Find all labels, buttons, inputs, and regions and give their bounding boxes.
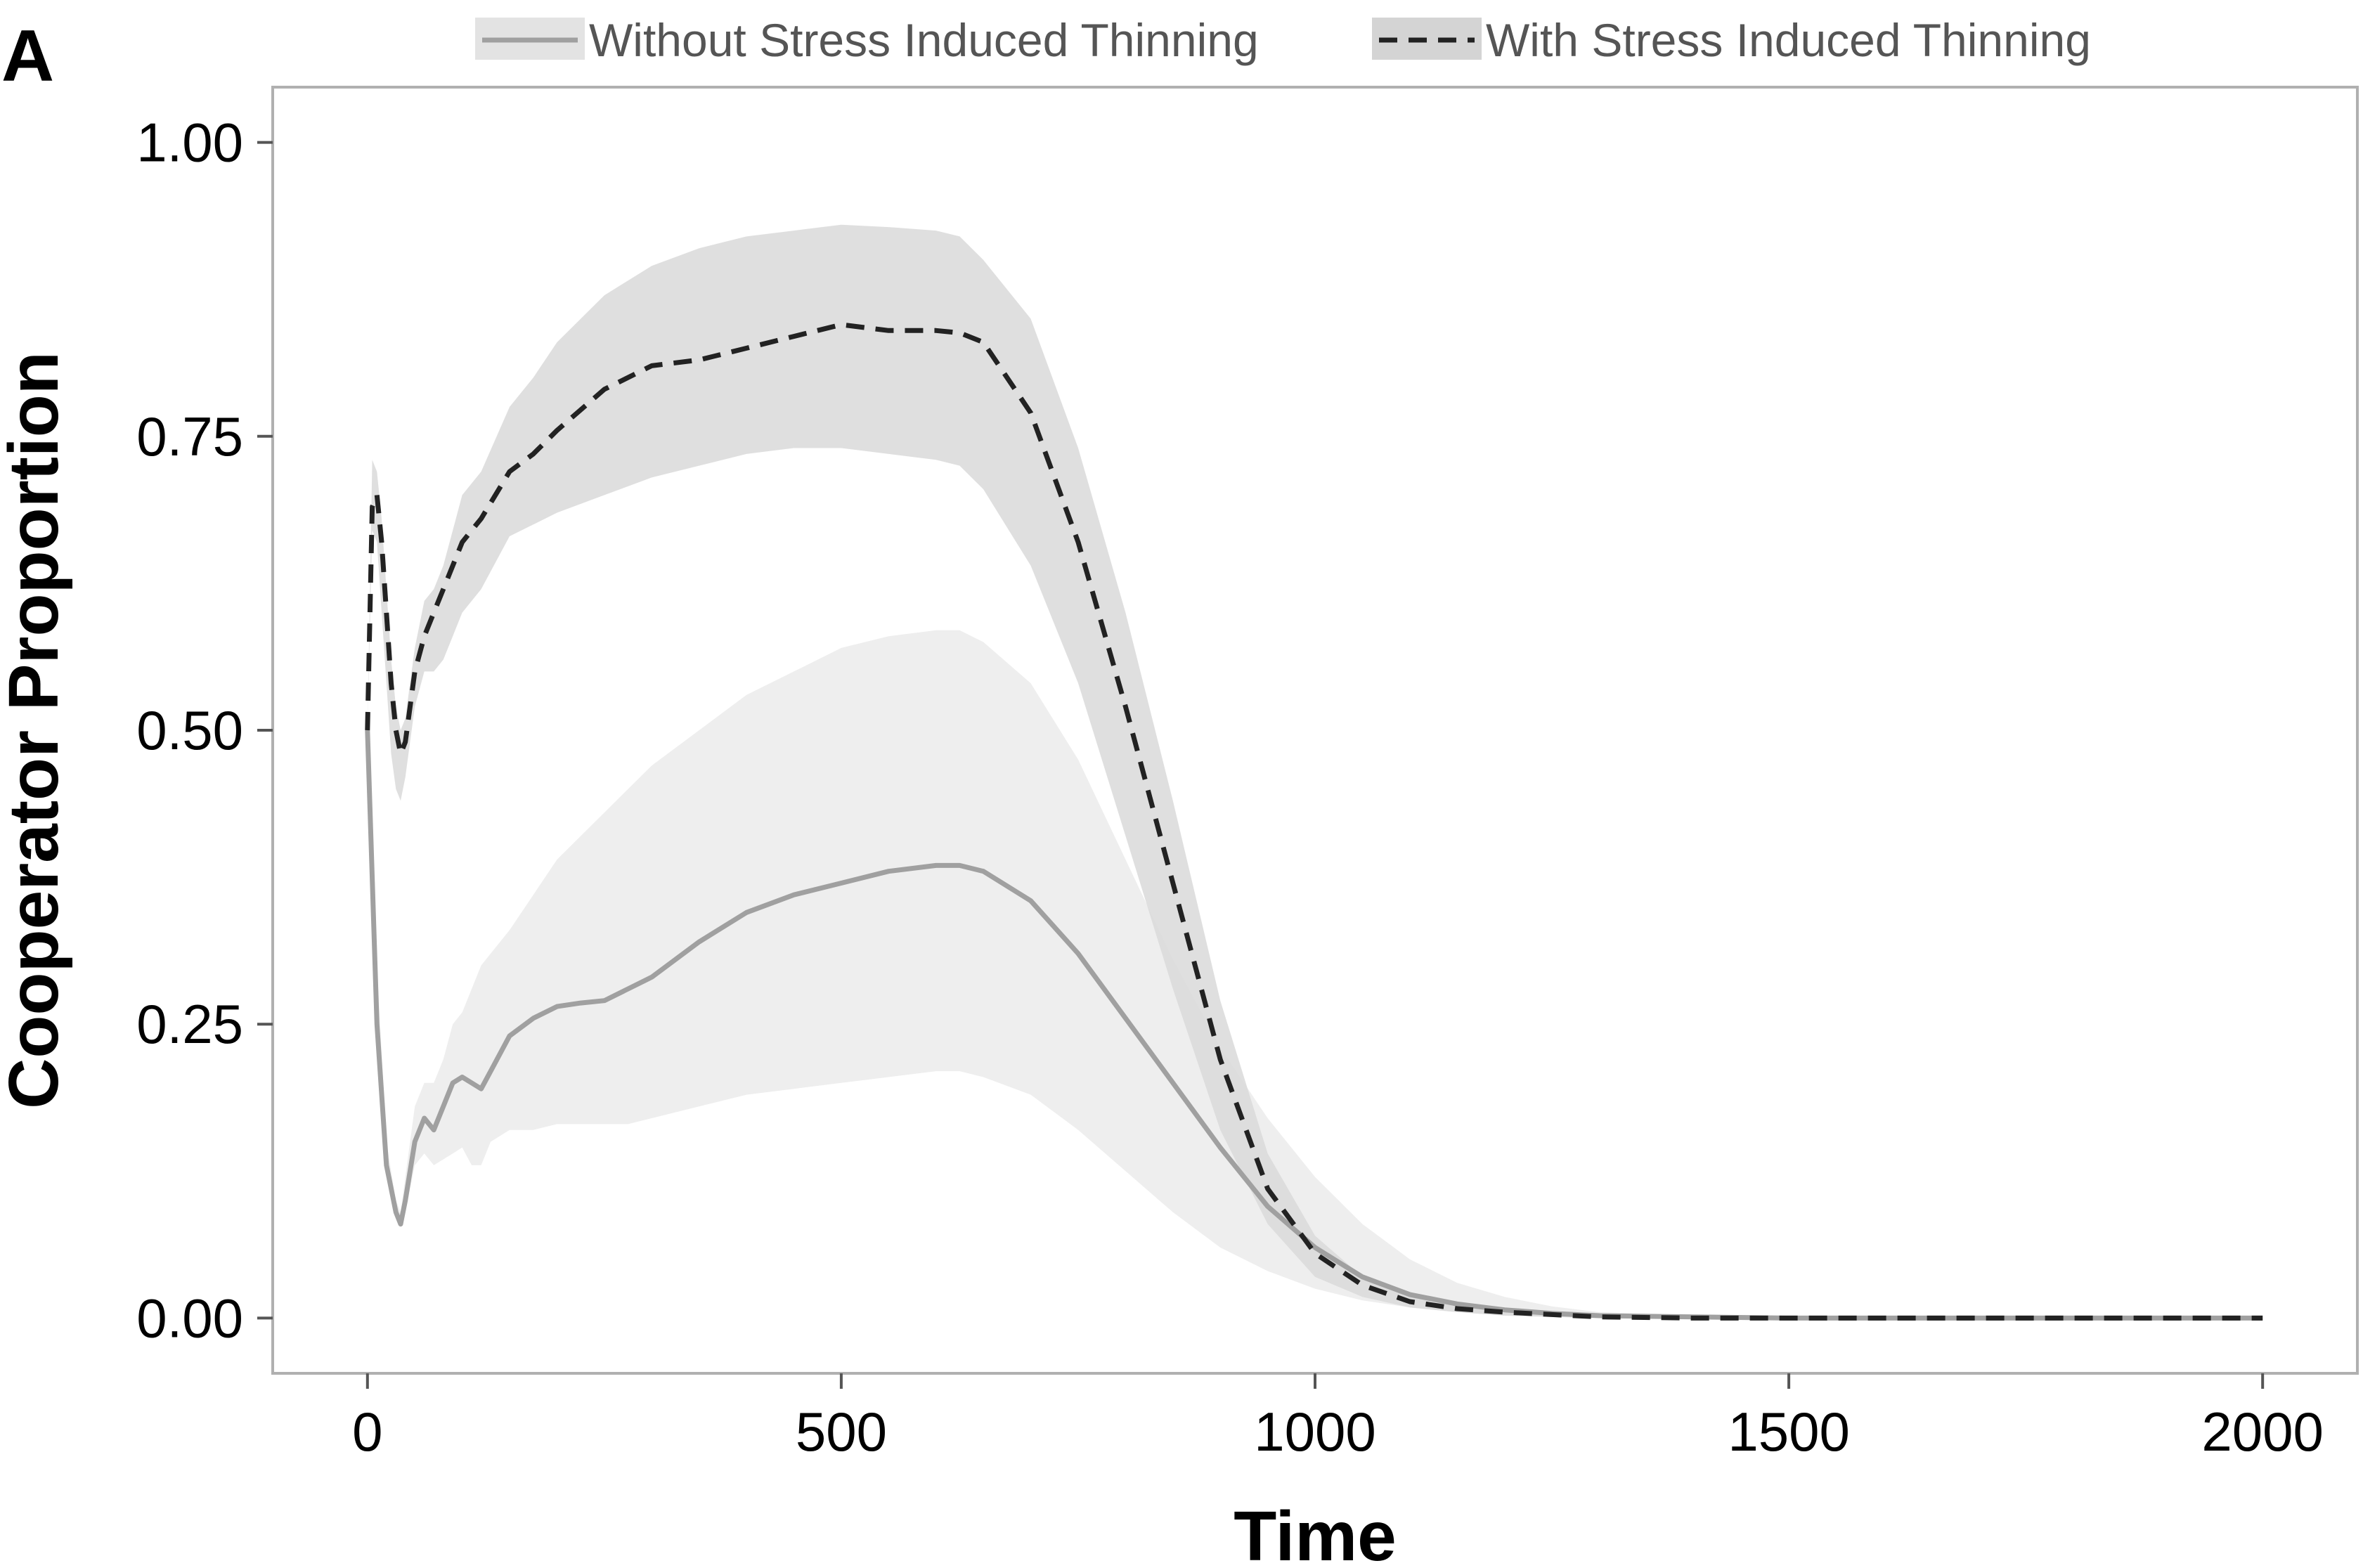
legend-label-with-thinning: With Stress Induced Thinning <box>1486 14 2091 66</box>
y-axis-title: Cooperator Proportion <box>0 351 73 1109</box>
y-tick-label: 0.00 <box>136 1287 243 1349</box>
ribbons <box>367 224 2263 1318</box>
series-lines <box>365 322 2263 1321</box>
legend: Without Stress Induced Thinning With Str… <box>475 14 2091 66</box>
y-tick-label: 1.00 <box>136 112 243 174</box>
y-axis: 0.00 0.25 0.50 0.75 1.00 <box>136 112 273 1349</box>
legend-label-without-thinning: Without Stress Induced Thinning <box>589 14 1259 66</box>
x-tick-label: 1000 <box>1254 1401 1376 1463</box>
x-tick-label: 1500 <box>1728 1401 1850 1463</box>
x-tick-label: 0 <box>352 1401 382 1463</box>
y-tick-label: 0.75 <box>136 406 243 467</box>
x-tick-label: 2000 <box>2201 1401 2324 1463</box>
legend-item-without-thinning: Without Stress Induced Thinning <box>475 14 1259 66</box>
line-with-thinning <box>365 322 2263 1321</box>
y-tick-label: 0.25 <box>136 993 243 1055</box>
y-tick-label: 0.50 <box>136 699 243 761</box>
x-tick-label: 500 <box>796 1401 887 1463</box>
x-axis-title: Time <box>1234 1497 1397 1568</box>
legend-item-with-thinning: With Stress Induced Thinning <box>1372 14 2091 66</box>
ribbon-without-thinning <box>367 630 2263 1318</box>
x-axis: 0 500 1000 1500 2000 <box>352 1373 2324 1463</box>
panel-label: A <box>1 15 54 97</box>
